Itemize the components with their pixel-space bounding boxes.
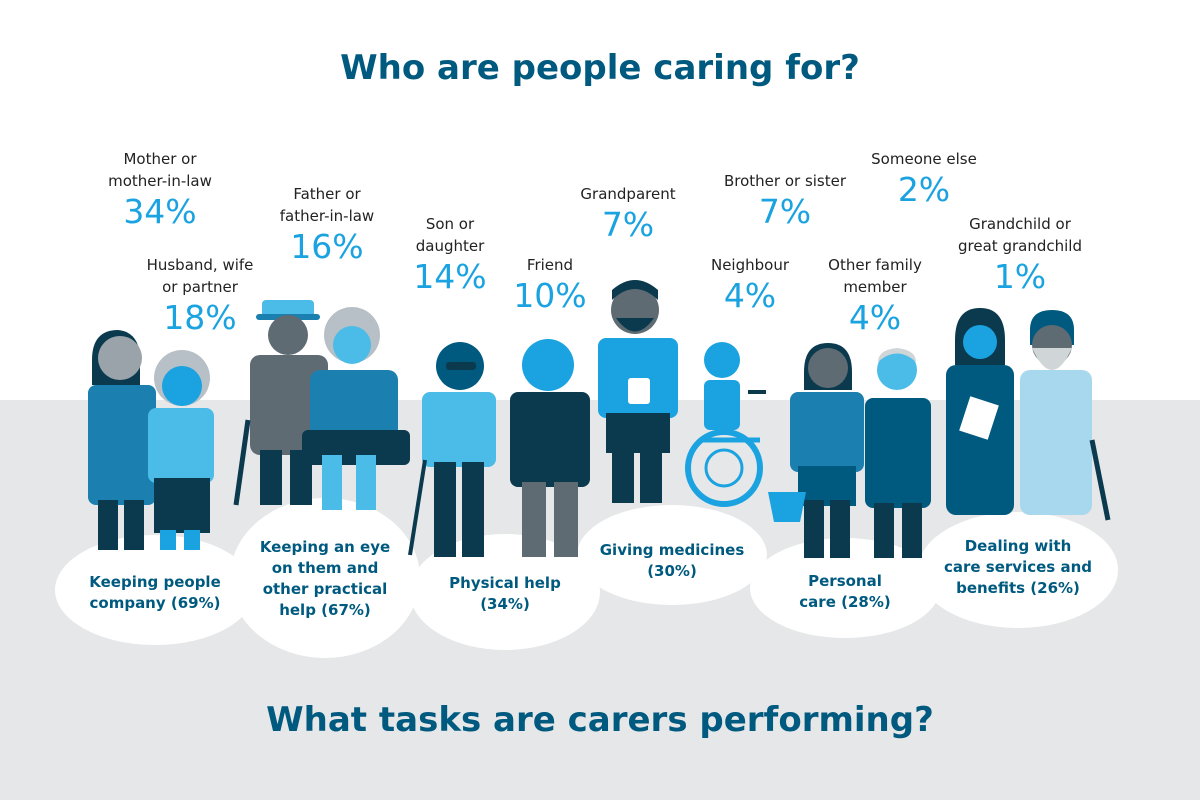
- relation-label: great grandchild: [958, 237, 1082, 255]
- relation-percent: 4%: [848, 298, 902, 337]
- bubble-physical: [410, 534, 600, 650]
- task-label: on them and: [271, 559, 379, 577]
- task-personal-care: Personal care (28%): [765, 571, 925, 613]
- relation-percent: 10%: [513, 276, 587, 315]
- bubble-practical: [230, 498, 420, 658]
- task-label: benefits (26%): [956, 579, 1080, 597]
- task-label: company (69%): [89, 594, 221, 612]
- task-label: other practical: [262, 580, 388, 598]
- relation-label: daughter: [415, 237, 485, 255]
- relation-label: Friend: [526, 256, 574, 274]
- task-label: help (67%): [279, 601, 371, 619]
- task-medicines: Giving medicines (30%): [587, 540, 757, 582]
- person-friend-figure: [510, 339, 590, 557]
- task-company: Keeping people company (69%): [75, 572, 235, 614]
- task-label: (34%): [480, 595, 530, 613]
- person-mother-figure: [88, 330, 156, 550]
- person-grandparent-figure: [598, 280, 678, 503]
- relation-label: Mother or: [123, 150, 197, 168]
- bubble-dealing: [918, 512, 1118, 628]
- task-physical: Physical help (34%): [425, 573, 585, 615]
- relation-grandparent: Grandparent 7%: [568, 183, 688, 245]
- relation-friend: Friend 10%: [490, 254, 610, 316]
- relation-label: mother-in-law: [108, 172, 212, 190]
- task-label: Giving medicines: [599, 541, 745, 559]
- relation-percent: 14%: [413, 257, 487, 296]
- person-someone-else-figure: [1020, 310, 1111, 521]
- relation-label: Brother or sister: [723, 172, 847, 190]
- task-label: Physical help: [449, 574, 561, 592]
- task-label: (30%): [647, 562, 697, 580]
- relation-percent: 2%: [897, 170, 951, 209]
- task-bubbles: [55, 498, 1118, 658]
- relation-label: Neighbour: [710, 256, 790, 274]
- relation-label: Other family: [828, 256, 922, 274]
- person-grandmother-seated-figure: [302, 307, 410, 510]
- person-wheelchair-figure: [685, 342, 766, 507]
- bubble-company: [55, 535, 255, 645]
- relation-percent: 34%: [123, 192, 197, 231]
- relation-percent: 7%: [601, 205, 655, 244]
- relation-label: member: [843, 278, 907, 296]
- task-label: Keeping people: [89, 573, 221, 591]
- task-label: care (28%): [799, 593, 891, 611]
- task-label: Personal: [808, 572, 882, 590]
- relation-label: Husband, wife: [146, 256, 254, 274]
- relation-neighbour: Neighbour 4%: [690, 254, 810, 316]
- relation-percent: 1%: [993, 257, 1047, 296]
- relation-label: Father or: [293, 185, 361, 203]
- relation-husband: Husband, wife or partner 18%: [140, 254, 260, 338]
- relation-label: father-in-law: [279, 207, 375, 225]
- task-label: Dealing with: [964, 537, 1072, 555]
- task-dealing: Dealing with care services and benefits …: [933, 536, 1103, 599]
- page-title: Who are people caring for?: [340, 48, 860, 88]
- relation-label: or partner: [162, 278, 238, 296]
- relation-father: Father or father-in-law 16%: [267, 183, 387, 267]
- person-husband-figure: [148, 350, 214, 550]
- relation-percent: 4%: [723, 276, 777, 315]
- relation-percent: 18%: [163, 298, 237, 337]
- relation-sibling: Brother or sister 7%: [715, 170, 855, 232]
- task-label: Keeping an eye: [259, 538, 391, 556]
- person-grandchild-figure: [946, 308, 1014, 515]
- task-practical: Keeping an eye on them and other practic…: [245, 537, 405, 621]
- relation-grandchild: Grandchild or great grandchild 1%: [950, 213, 1090, 297]
- bubble-medicines: [577, 505, 767, 605]
- person-carer-basket-figure: [768, 343, 864, 558]
- relation-other-family: Other family member 4%: [815, 254, 935, 338]
- relation-label: Son or: [425, 215, 475, 233]
- relation-label: Grandchild or: [969, 215, 1071, 233]
- person-other-family-figure: [865, 348, 931, 558]
- relation-percent: 16%: [290, 227, 364, 266]
- relation-son: Son or daughter 14%: [390, 213, 510, 297]
- person-son-figure: [408, 342, 496, 557]
- relation-label: Someone else: [871, 150, 977, 168]
- relation-label: Grandparent: [580, 185, 676, 203]
- relation-someone-else: Someone else 2%: [864, 148, 984, 210]
- section-subtitle: What tasks are carers performing?: [266, 700, 934, 740]
- relation-mother: Mother or mother-in-law 34%: [100, 148, 220, 232]
- relation-percent: 7%: [758, 192, 812, 231]
- task-label: care services and: [944, 558, 1092, 576]
- bubble-personal: [750, 538, 940, 638]
